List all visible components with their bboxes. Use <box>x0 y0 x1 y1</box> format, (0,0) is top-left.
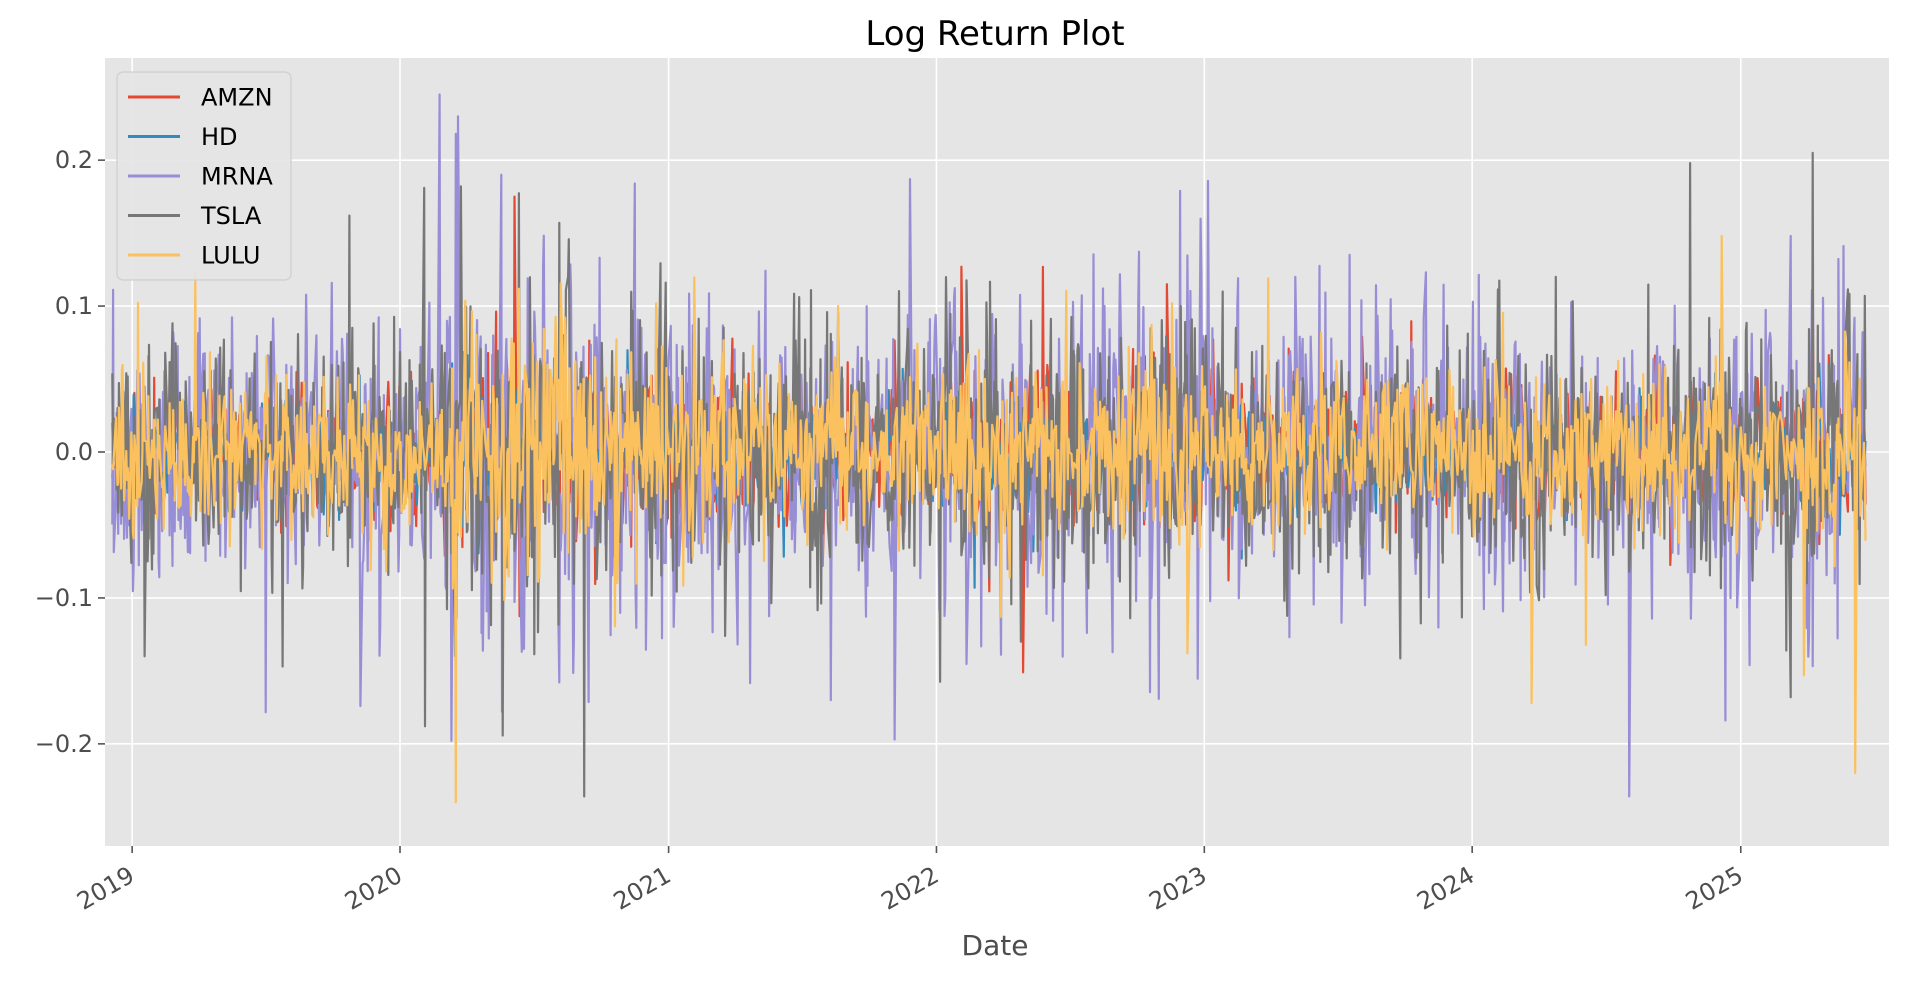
x-tick-label: 2022 <box>877 861 944 916</box>
legend: AMZN HD MRNA TSLA LULU <box>116 71 292 281</box>
series-line-tsla <box>111 151 1867 798</box>
y-axis-ticks: −0.2 −0.1 0.0 0.1 0.2 <box>35 146 105 758</box>
x-tick-label: 2024 <box>1412 861 1479 916</box>
legend-label-amzn: AMZN <box>201 84 273 112</box>
y-tick-label: 0.0 <box>55 438 93 466</box>
legend-label-mrna: MRNA <box>201 163 273 191</box>
legend-box <box>116 71 292 281</box>
chart-title: Log Return Plot <box>865 14 1124 54</box>
x-tick-label: 2023 <box>1144 861 1211 916</box>
y-tick-label: 0.1 <box>55 292 93 320</box>
y-tick-label: −0.1 <box>35 584 93 612</box>
y-tick-label: −0.2 <box>35 730 93 758</box>
x-axis-ticks: 2019 2020 2021 2022 2023 2024 2025 <box>72 846 1748 916</box>
x-tick-label: 2021 <box>609 861 676 916</box>
y-tick-label: 0.2 <box>55 146 93 174</box>
series-layer <box>111 93 1867 804</box>
x-tick-label: 2025 <box>1681 861 1748 916</box>
x-tick-label: 2020 <box>340 861 407 916</box>
x-axis-label: Date <box>962 929 1029 962</box>
x-tick-label: 2019 <box>72 861 139 916</box>
legend-label-tsla: TSLA <box>200 202 262 230</box>
legend-label-hd: HD <box>201 123 238 151</box>
series-line-lulu <box>111 234 1867 804</box>
legend-label-lulu: LULU <box>201 242 260 270</box>
